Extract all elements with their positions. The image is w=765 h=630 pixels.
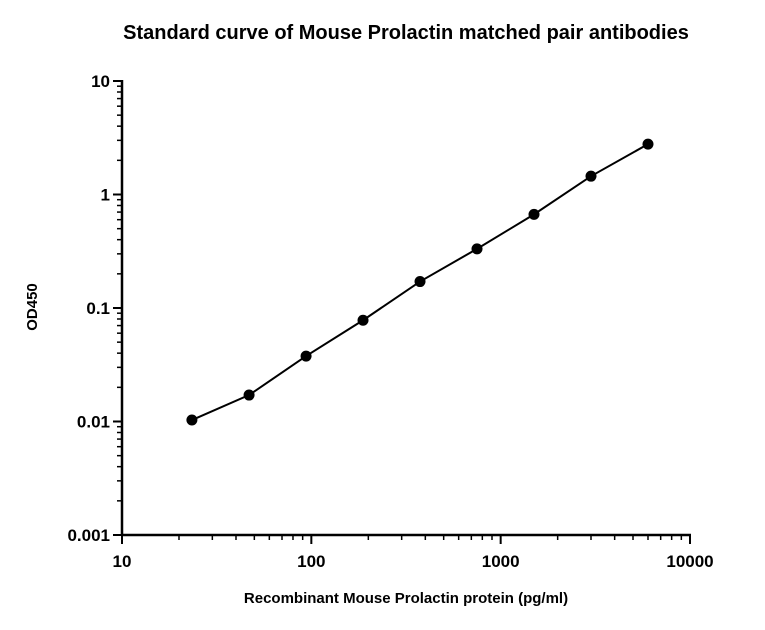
y-tick-label: 0.001 bbox=[67, 526, 110, 545]
data-point bbox=[414, 276, 426, 288]
y-tick-label: 10 bbox=[91, 72, 110, 91]
x-tick-label: 10000 bbox=[666, 552, 713, 571]
x-tick-label: 1000 bbox=[482, 552, 520, 571]
x-tick-label: 10 bbox=[113, 552, 132, 571]
data-point bbox=[357, 314, 369, 326]
data-point bbox=[243, 389, 255, 401]
data-point bbox=[585, 170, 597, 182]
y-tick-label: 0.01 bbox=[77, 413, 110, 432]
x-axis-label: Recombinant Mouse Prolactin protein (pg/… bbox=[243, 590, 569, 607]
x-tick-label: 100 bbox=[297, 552, 325, 571]
y-tick-label: 1 bbox=[101, 186, 110, 205]
y-tick-label: 0.1 bbox=[86, 299, 110, 318]
data-point bbox=[300, 350, 312, 362]
data-point bbox=[642, 138, 654, 150]
chart-title: Standard curve of Mouse Prolactin matche… bbox=[123, 22, 689, 44]
data-point bbox=[471, 243, 483, 255]
data-point bbox=[528, 208, 540, 220]
y-axis: 0.001 0.01 0.1 1 10 bbox=[67, 72, 124, 545]
x-axis: 10 100 1000 10000 bbox=[113, 533, 714, 571]
data-point bbox=[186, 414, 198, 426]
data-points-layer bbox=[186, 138, 654, 426]
